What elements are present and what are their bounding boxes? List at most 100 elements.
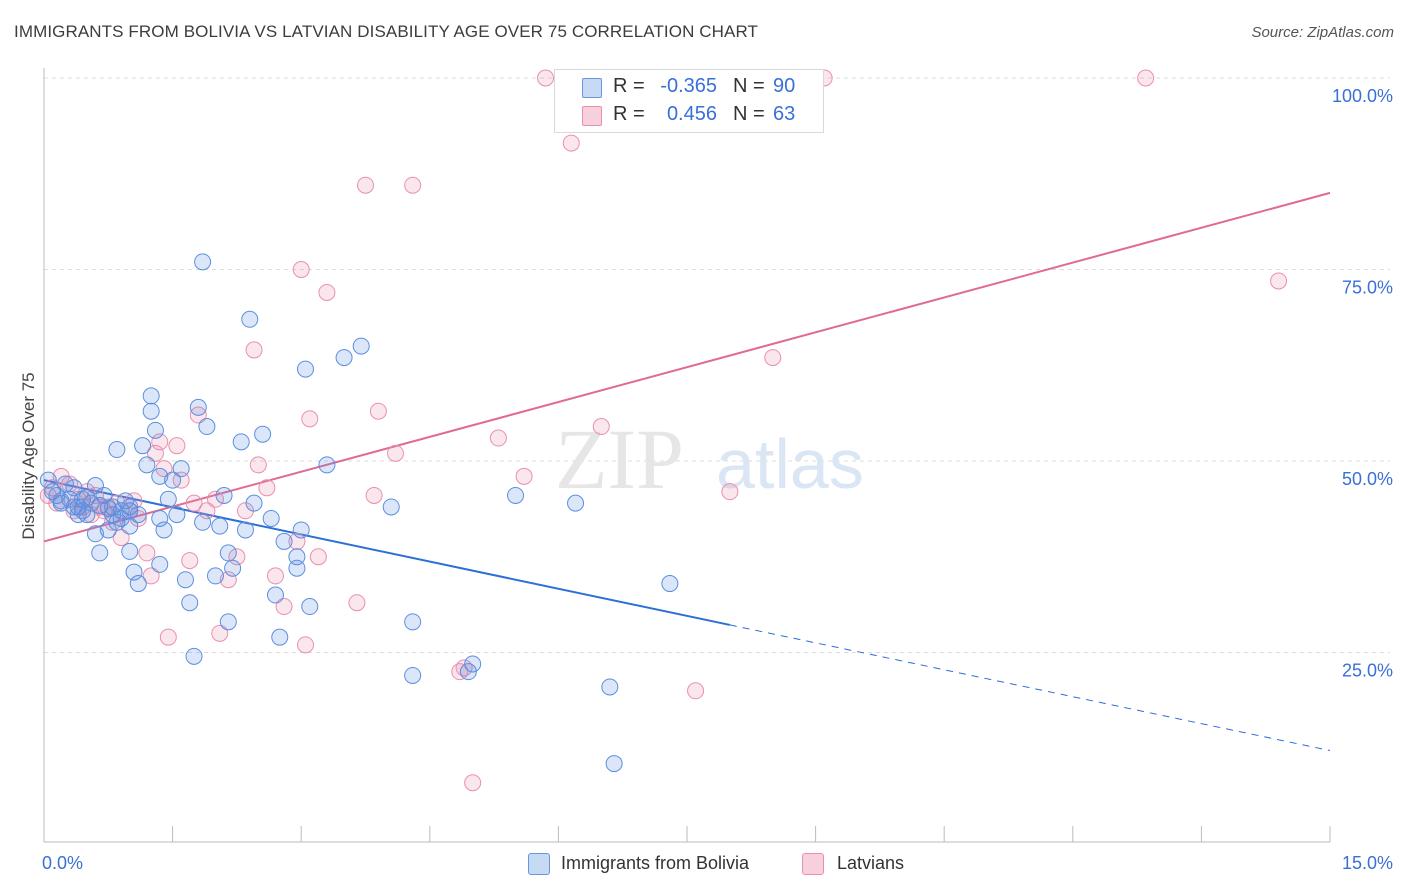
bolivia-point	[108, 441, 126, 459]
n-label: N =	[733, 103, 765, 125]
n-value: 90	[773, 75, 796, 97]
bolivia-point	[134, 437, 152, 455]
bolivia-swatch	[528, 853, 550, 875]
latvians-point	[687, 682, 705, 700]
bolivia-point	[335, 349, 353, 367]
bolivia-point	[151, 509, 169, 527]
bolivia-point	[151, 555, 169, 573]
bolivia-point	[159, 490, 177, 508]
y-tick-label: 50.0%	[1342, 469, 1393, 489]
bolivia-point	[121, 517, 139, 535]
watermark-zip: ZIP	[555, 411, 684, 507]
latvians-point	[1137, 69, 1155, 87]
bolivia-point	[52, 494, 70, 512]
bolivia-point	[219, 613, 237, 631]
bolivia-point	[236, 521, 254, 539]
latvians-point	[721, 483, 739, 501]
latvians-point	[365, 486, 383, 504]
trend-lines	[43, 191, 1331, 752]
bolivia-point	[382, 498, 400, 516]
legend-label-bolivia: Immigrants from Bolivia	[561, 853, 750, 873]
bolivia-point	[404, 666, 422, 684]
bolivia-point	[116, 492, 134, 510]
bolivia-point	[404, 613, 422, 631]
r-value: -0.365	[660, 75, 717, 97]
bolivia-point	[129, 506, 147, 524]
latvians-point	[562, 134, 580, 152]
stats-row-latvians: R = 0.456 N = 63	[555, 100, 823, 130]
latvians-point	[288, 532, 306, 550]
bolivia-point	[146, 421, 164, 439]
bolivia-point	[104, 506, 122, 524]
bolivia-point	[206, 567, 224, 585]
bolivia-point	[464, 655, 482, 673]
bolivia-point	[185, 647, 203, 665]
latvians-point	[296, 636, 314, 654]
y-tick-label: 25.0%	[1342, 661, 1393, 681]
bolivia-trend-line	[43, 479, 731, 626]
source-label: Source: ZipAtlas.com	[1251, 24, 1394, 41]
latvians-point	[151, 433, 169, 451]
bolivia-point	[241, 310, 259, 328]
latvians-point	[159, 628, 177, 646]
latvians-point	[206, 490, 224, 508]
n-label: N =	[733, 75, 765, 97]
bolivia-point	[142, 387, 160, 405]
bolivia-point	[125, 563, 143, 581]
bolivia-trend-extension	[729, 624, 1331, 752]
bolivia-point	[138, 456, 156, 474]
bolivia-point	[288, 559, 306, 577]
latvians-point	[537, 69, 555, 87]
latvians-point	[142, 567, 160, 585]
bolivia-point	[567, 494, 585, 512]
bolivia-point	[121, 542, 139, 560]
bolivia-point	[262, 509, 280, 527]
latvians-swatch	[582, 106, 602, 126]
bolivia-point	[194, 253, 212, 271]
latvians-point	[249, 456, 267, 474]
x-tick-label: 0.0%	[42, 853, 83, 873]
bolivia-point	[211, 517, 229, 535]
bolivia-point	[129, 575, 147, 593]
r-label: R =	[613, 75, 645, 97]
bolivia-point	[254, 425, 272, 443]
latvians-point	[369, 402, 387, 420]
bolivia-point	[65, 479, 83, 497]
latvians-point	[464, 774, 482, 792]
bolivia-point	[194, 513, 212, 531]
latvians-point	[185, 494, 203, 512]
bolivia-point	[91, 544, 109, 562]
latvians-swatch	[802, 853, 824, 875]
x-tick-label: 15.0%	[1342, 853, 1393, 873]
latvians-point	[404, 176, 422, 194]
legend-label-latvians: Latvians	[837, 853, 905, 873]
latvians-point	[258, 479, 276, 497]
bolivia-point	[151, 467, 169, 485]
latvians-point	[1270, 272, 1288, 290]
bolivia-point	[352, 337, 370, 355]
bolivia-point	[318, 456, 336, 474]
bolivia-point	[86, 525, 104, 543]
bolivia-point	[155, 521, 173, 539]
axes	[43, 68, 1331, 843]
bolivia-point	[301, 598, 319, 616]
stats-row-bolivia: R = -0.365 N = 90	[555, 72, 823, 102]
y-tick-label: 75.0%	[1342, 278, 1393, 298]
latvians-point	[228, 548, 246, 566]
bolivia-point	[189, 398, 207, 416]
latvians-point	[181, 552, 199, 570]
bolivia-point	[219, 544, 237, 562]
latvians-point	[211, 624, 229, 642]
latvians-point	[155, 460, 173, 478]
stats-legend: R = -0.365 N = 90 R = 0.456 N = 63	[554, 69, 824, 133]
latvians-point	[138, 544, 156, 562]
latvians-point	[301, 410, 319, 428]
y-axis-label: Disability Age Over 75	[19, 372, 38, 539]
bolivia-point	[176, 571, 194, 589]
bolivia-point	[172, 460, 190, 478]
tick-labels: 25.0% 50.0% 75.0% 100.0% 0.0% 15.0%	[42, 86, 1393, 873]
grid-lines	[44, 77, 1390, 653]
latvians-point	[348, 594, 366, 612]
bolivia-point	[99, 521, 117, 539]
